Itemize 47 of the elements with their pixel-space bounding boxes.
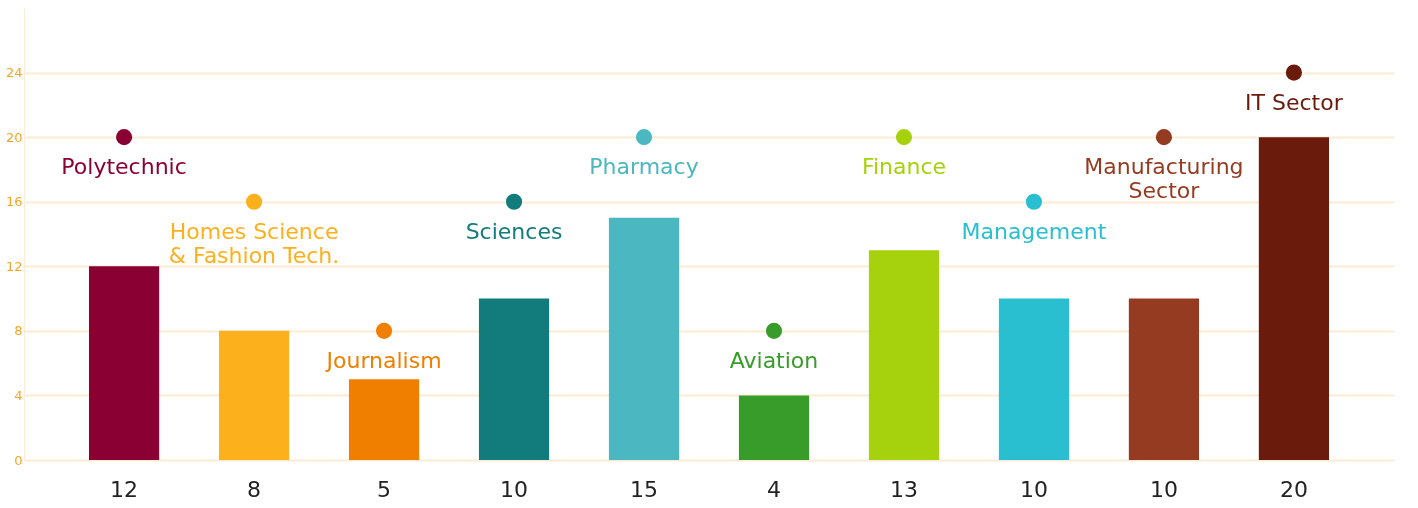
- bar: [88, 266, 160, 460]
- y-tick-label: 12: [5, 258, 23, 274]
- point: [635, 129, 653, 146]
- data-label: 15: [630, 477, 659, 502]
- data-label: 5: [377, 477, 392, 502]
- bar: [998, 298, 1070, 460]
- bar: [738, 395, 810, 460]
- point: [116, 129, 133, 146]
- point: [1285, 64, 1302, 81]
- data-label: 8: [247, 477, 262, 502]
- y-tick-label: 4: [14, 387, 23, 403]
- point: [765, 322, 783, 339]
- data-label: 10: [1149, 477, 1178, 502]
- x-tick-label: Sciences: [465, 218, 563, 244]
- data-label: 10: [500, 477, 529, 502]
- y-tick-label: 0: [14, 452, 23, 468]
- y-tick-label: 8: [14, 323, 23, 339]
- y-tick-label: 16: [5, 194, 23, 210]
- x-tick-label: IT Sector: [1245, 89, 1344, 115]
- data-label: 13: [889, 477, 918, 502]
- x-tick-label: Finance: [861, 154, 947, 180]
- data-label: 12: [110, 477, 139, 502]
- x-tick-label: Pharmacy: [589, 154, 699, 180]
- x-tick-label: Journalism: [324, 347, 442, 373]
- bar: [1128, 298, 1200, 460]
- point: [246, 193, 263, 210]
- data-label: 4: [766, 477, 781, 502]
- bar: [868, 250, 940, 460]
- x-tick-label: Management: [961, 218, 1107, 244]
- x-tick-label: Polytechnic: [61, 154, 187, 180]
- bar: [608, 217, 680, 460]
- y-tick-label: 20: [5, 129, 23, 145]
- bar: [1258, 137, 1330, 460]
- point: [1155, 129, 1172, 146]
- x-tick-label: Aviation: [729, 347, 819, 373]
- bar: [218, 330, 290, 460]
- point: [505, 193, 523, 210]
- point: [895, 129, 913, 146]
- point: [375, 322, 393, 339]
- y-tick-label: 24: [5, 65, 23, 81]
- point: [1025, 193, 1043, 210]
- bar: [478, 298, 550, 460]
- bar: [348, 379, 420, 460]
- data-label: 10: [1019, 477, 1048, 502]
- x-tick-label: Homes Science & Fashion Tech.: [168, 218, 340, 268]
- x-tick-label: Manufacturing Sector: [1084, 154, 1244, 204]
- data-label: 20: [1279, 477, 1308, 502]
